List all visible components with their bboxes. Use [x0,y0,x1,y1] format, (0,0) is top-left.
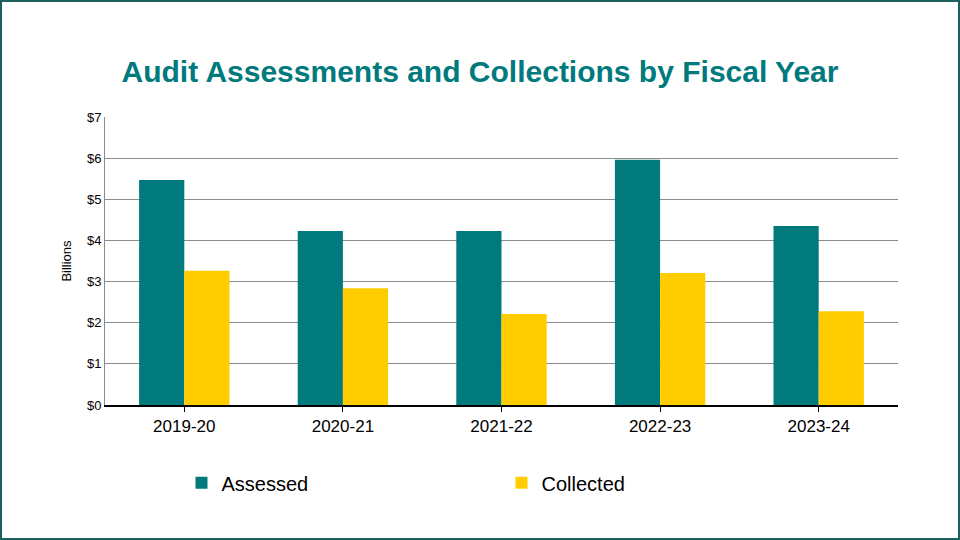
svg-text:$1: $1 [87,356,101,371]
svg-text:$3: $3 [87,274,101,289]
svg-text:Audit Assessments and Collecti: Audit Assessments and Collections by Fis… [122,55,839,88]
svg-text:$0: $0 [87,398,101,413]
svg-text:2023-24: 2023-24 [788,417,850,436]
svg-text:Billions: Billions [59,240,74,282]
svg-text:$2: $2 [87,315,101,330]
svg-text:2020-21: 2020-21 [312,417,374,436]
svg-text:Collected: Collected [542,473,625,495]
svg-text:2021-22: 2021-22 [470,417,532,436]
svg-text:2019-20: 2019-20 [153,417,215,436]
svg-text:2022-23: 2022-23 [629,417,691,436]
svg-text:$7: $7 [87,110,101,125]
svg-text:$5: $5 [87,192,101,207]
svg-text:Assessed: Assessed [222,473,309,495]
svg-text:$6: $6 [87,151,101,166]
svg-text:$4: $4 [87,233,101,248]
